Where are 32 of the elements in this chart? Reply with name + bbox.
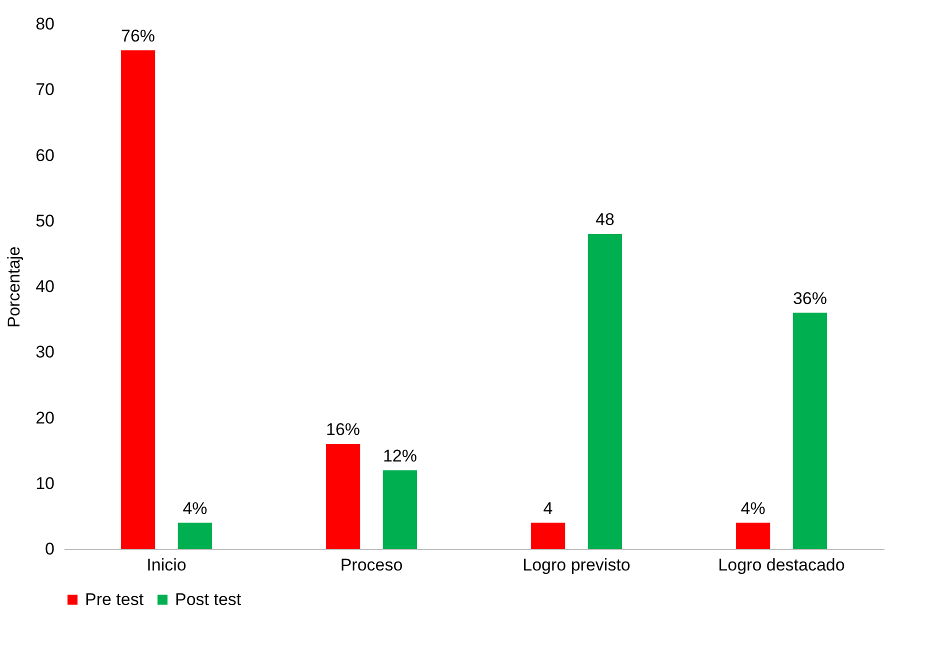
bar [530, 522, 566, 549]
y-tick-label: 50 [36, 211, 54, 230]
data-label: 76% [121, 26, 156, 46]
x-tick-label: Logro previsto [522, 556, 630, 574]
data-label: 12% [382, 446, 417, 466]
x-tick-label: Proceso [340, 556, 403, 574]
bar [382, 470, 418, 549]
x-tick-label: Logro destacado [718, 556, 845, 574]
y-tick-label: 60 [36, 146, 54, 165]
bar [792, 312, 828, 549]
bar [120, 50, 156, 549]
bar [178, 522, 212, 549]
data-label: 36% [792, 288, 827, 308]
legend-label: Pre test [85, 590, 144, 609]
y-tick-label: 10 [36, 474, 54, 493]
y-tick-label: 0 [45, 540, 54, 558]
y-tick-label: 20 [36, 408, 54, 428]
bar [588, 234, 622, 549]
bar [326, 444, 360, 549]
data-label: 48 [596, 210, 614, 229]
legend-label: Post test [175, 590, 242, 609]
y-tick-label: 80 [36, 14, 54, 34]
data-label: 4 [543, 498, 553, 518]
data-label: 4% [182, 498, 208, 518]
data-label: 16% [326, 420, 360, 439]
x-tick-label: Inicio [146, 556, 186, 574]
y-axis-title: Porcentaje [4, 246, 24, 328]
y-tick-label: 70 [36, 80, 54, 100]
data-label: 4% [740, 498, 766, 518]
y-tick-label: 30 [36, 342, 54, 362]
y-tick-label: 40 [36, 277, 54, 296]
bar [736, 522, 770, 549]
